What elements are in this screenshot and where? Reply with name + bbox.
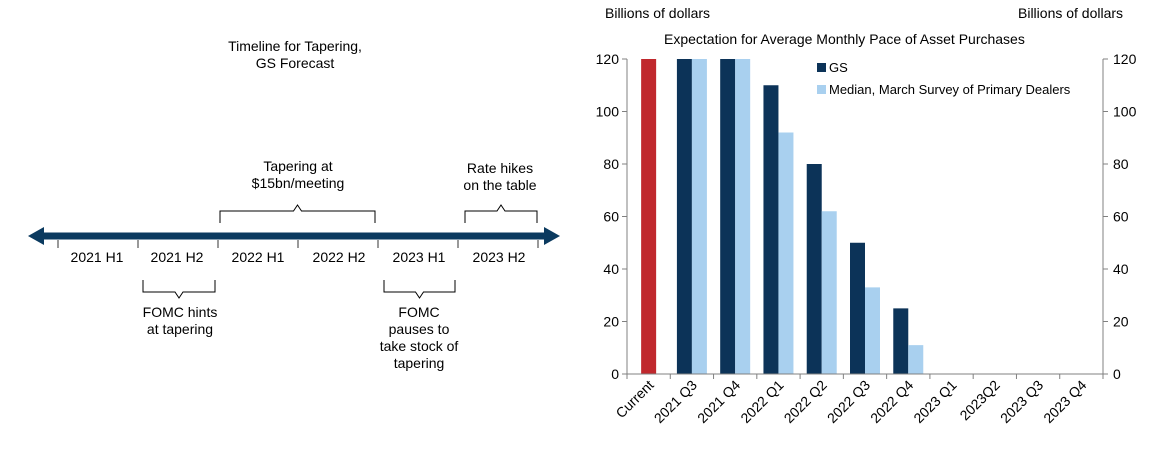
x-category-label: 2022 Q2 — [781, 377, 830, 426]
bar-gs-5 — [850, 242, 865, 374]
bar-gs-1 — [676, 59, 692, 374]
y-tick-label-right: 0 — [1113, 366, 1121, 382]
x-category-label: 2023Q2 — [956, 377, 1003, 424]
annotation-fomc-pauses-line2: pauses to — [388, 321, 450, 337]
annotation-tapering: Tapering at $15bn/meeting — [218, 158, 378, 192]
timeline-title: Timeline for Tapering, GS Forecast — [190, 38, 400, 72]
y-tick-label-left: 20 — [603, 314, 619, 330]
y-tick-label-left: 120 — [596, 51, 620, 67]
annotation-fomc-pauses-line1: FOMC — [398, 304, 440, 320]
bar-current — [641, 59, 657, 374]
timeline-graphic — [28, 204, 560, 299]
y-tick-label-left: 100 — [596, 104, 620, 120]
annotation-fomc-hints: FOMC hints at tapering — [120, 304, 240, 338]
y-tick-label-left: 80 — [603, 156, 619, 172]
bar-gs-6 — [893, 308, 909, 374]
annotation-fomc-hints-line2: at tapering — [146, 321, 214, 337]
bar-survey-4 — [821, 211, 837, 374]
x-category-label: 2023 Q4 — [1040, 377, 1089, 426]
legend-swatch-1 — [817, 85, 826, 94]
chart-title: Expectation for Average Monthly Pace of … — [664, 31, 1025, 47]
y-tick-label-right: 60 — [1113, 209, 1129, 225]
y-tick-label-left: 0 — [611, 366, 619, 382]
right-axis-unit-label: Billions of dollars — [1018, 5, 1124, 21]
period-label-2022-h1: 2022 H1 — [231, 249, 285, 265]
bar-survey-6 — [908, 345, 924, 374]
annotation-tapering-line2: $15bn/meeting — [251, 175, 345, 191]
bar-gs-3 — [763, 85, 779, 374]
period-label-2021-h1: 2021 H1 — [70, 249, 124, 265]
bar-gs-2 — [720, 59, 736, 374]
y-tick-label-right: 100 — [1113, 104, 1137, 120]
bracket-tapering — [219, 204, 376, 223]
y-tick-label-left: 40 — [603, 261, 619, 277]
x-category-label: 2021 Q4 — [694, 377, 743, 426]
annotation-fomc-pauses-line3: take stock of — [379, 338, 459, 354]
legend-label-1: Median, March Survey of Primary Dealers — [829, 82, 1071, 97]
period-label-2023-h1: 2023 H1 — [392, 249, 446, 265]
x-category-label: 2022 Q4 — [867, 377, 916, 426]
annotation-fomc-pauses: FOMC pauses to take stock of tapering — [354, 304, 484, 372]
annotation-rate-hikes: Rate hikes on the table — [440, 160, 560, 194]
y-tick-label-right: 120 — [1113, 51, 1137, 67]
annotation-rate-hikes-line2: on the table — [463, 177, 537, 193]
period-label-2022-h2: 2022 H2 — [312, 249, 366, 265]
bracket-fomc-hints — [142, 280, 216, 299]
bar-survey-1 — [691, 59, 707, 374]
bar-gs-4 — [806, 164, 822, 374]
timeline-arrowhead-left — [28, 227, 44, 245]
x-category-label: 2023 Q3 — [997, 377, 1046, 426]
legend-swatch-0 — [817, 63, 826, 72]
y-tick-label-right: 40 — [1113, 261, 1129, 277]
period-label-2023-h2: 2023 H2 — [472, 249, 526, 265]
annotation-rate-hikes-line1: Rate hikes — [466, 160, 534, 176]
x-category-label: 2023 Q1 — [910, 377, 959, 426]
legend-label-0: GS — [829, 60, 848, 75]
y-tick-label-left: 60 — [603, 209, 619, 225]
x-category-label: 2022 Q3 — [824, 377, 873, 426]
bracket-rate-hikes — [464, 204, 538, 223]
annotation-tapering-line1: Tapering at — [263, 158, 333, 174]
annotation-fomc-hints-line1: FOMC hints — [142, 304, 218, 320]
timeline-arrowhead-right — [544, 227, 560, 245]
x-category-label: 2022 Q1 — [737, 377, 786, 426]
timeline-title-line1: Timeline for Tapering, — [228, 38, 362, 54]
bar-survey-2 — [735, 59, 751, 374]
bar-survey-3 — [778, 132, 794, 374]
y-tick-label-right: 20 — [1113, 314, 1129, 330]
bracket-fomc-pauses — [383, 280, 456, 299]
timeline-title-line2: GS Forecast — [255, 55, 335, 71]
period-label-2021-h2: 2021 H2 — [150, 249, 204, 265]
bar-survey-5 — [865, 287, 880, 374]
left-axis-unit-label: Billions of dollars — [605, 5, 711, 21]
x-category-label: 2021 Q3 — [651, 377, 700, 426]
timeline-arrow — [28, 227, 560, 245]
annotation-fomc-pauses-line4: tapering — [393, 355, 445, 371]
y-tick-label-right: 80 — [1113, 156, 1129, 172]
